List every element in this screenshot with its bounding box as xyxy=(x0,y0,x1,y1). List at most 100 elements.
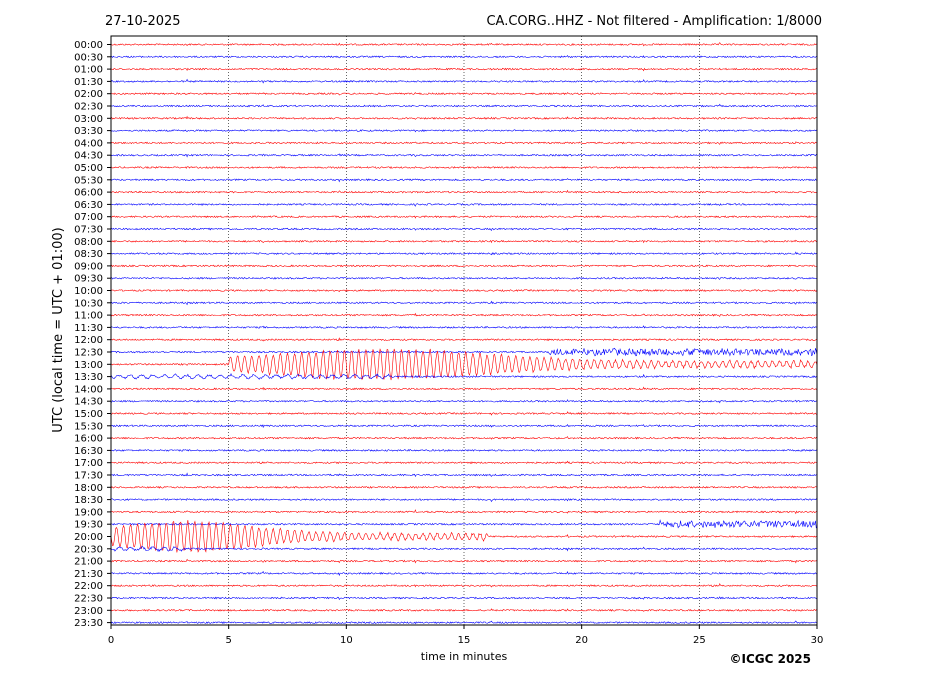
x-tick-label: 10 xyxy=(340,635,353,646)
trace-0430 xyxy=(110,153,818,158)
trace-0200 xyxy=(110,92,818,96)
trace-1330 xyxy=(110,372,818,380)
trace-0530 xyxy=(110,178,818,183)
row-label-0630: 06:30 xyxy=(74,200,103,211)
trace-1400 xyxy=(110,386,818,391)
row-label-2030: 20:30 xyxy=(74,544,103,555)
trace-0030 xyxy=(110,55,818,59)
trace-0230 xyxy=(110,103,818,108)
row-label-0400: 04:00 xyxy=(74,138,103,149)
row-label-0130: 01:30 xyxy=(74,77,103,88)
trace-0400 xyxy=(110,141,818,145)
row-label-0500: 05:00 xyxy=(74,163,103,174)
trace-1130 xyxy=(110,325,818,330)
trace-0630 xyxy=(110,202,818,207)
row-label-1200: 12:00 xyxy=(74,335,103,346)
copyright-label: ©ICGC 2025 xyxy=(729,652,811,666)
trace-2100 xyxy=(110,558,818,564)
plot-frame xyxy=(110,35,818,626)
x-axis-ticks: 0 5 10 15 20 25 30 xyxy=(108,625,824,646)
row-label-1730: 17:30 xyxy=(74,471,103,482)
row-label-1830: 18:30 xyxy=(74,495,103,506)
x-tick-label: 15 xyxy=(458,635,471,646)
row-label-1500: 15:00 xyxy=(74,409,103,420)
row-label-1230: 12:30 xyxy=(74,348,103,359)
trace-2300 xyxy=(110,608,818,612)
row-label-1600: 16:00 xyxy=(74,434,103,445)
row-label-2100: 21:00 xyxy=(74,557,103,568)
row-label-1330: 13:30 xyxy=(74,372,103,383)
trace-0900 xyxy=(110,264,818,268)
trace-1500 xyxy=(110,411,818,416)
row-label-2200: 22:00 xyxy=(74,581,103,592)
trace-1700 xyxy=(110,460,818,465)
row-label-0330: 03:30 xyxy=(74,126,103,137)
trace-0330 xyxy=(110,129,818,133)
row-label-0530: 05:30 xyxy=(74,175,103,186)
trace-1630 xyxy=(110,448,818,452)
row-label-0230: 02:30 xyxy=(74,102,103,113)
row-label-1000: 10:00 xyxy=(74,286,103,297)
trace-0730 xyxy=(110,227,818,231)
seismic-traces xyxy=(110,42,818,625)
row-label-1300: 13:00 xyxy=(74,360,103,371)
row-label-2330: 23:30 xyxy=(74,618,103,629)
row-label-2130: 21:30 xyxy=(74,569,103,580)
trace-1300 xyxy=(110,348,818,381)
trace-1900 xyxy=(110,509,818,515)
trace-0000 xyxy=(110,42,818,47)
trace-1000 xyxy=(110,289,818,293)
row-label-2000: 20:00 xyxy=(74,532,103,543)
trace-2230 xyxy=(110,596,818,601)
row-label-0100: 01:00 xyxy=(74,65,103,76)
x-tick-label: 20 xyxy=(575,635,588,646)
trace-0800 xyxy=(110,239,818,244)
trace-1030 xyxy=(110,300,818,306)
trace-1530 xyxy=(110,423,818,429)
header-date: 27-10-2025 xyxy=(105,14,181,29)
row-label-0430: 04:30 xyxy=(74,151,103,162)
trace-1230 xyxy=(110,347,818,357)
row-label-1530: 15:30 xyxy=(74,421,103,432)
row-label-0600: 06:00 xyxy=(74,188,103,199)
trace-1730 xyxy=(110,472,818,478)
trace-0930 xyxy=(110,276,818,280)
trace-2330 xyxy=(110,620,818,625)
row-label-1930: 19:30 xyxy=(74,520,103,531)
x-tick-label: 30 xyxy=(811,635,824,646)
row-label-1700: 17:00 xyxy=(74,458,103,469)
header-station-info: CA.CORG..HHZ - Not filtered - Amplificat… xyxy=(486,14,822,29)
trace-2000 xyxy=(110,520,818,553)
y-axis-label: UTC (local time = UTC + 01:00) xyxy=(51,227,66,432)
trace-1200 xyxy=(110,337,818,342)
x-tick-label: 5 xyxy=(225,635,231,646)
trace-2130 xyxy=(110,570,818,577)
row-label-1430: 14:30 xyxy=(74,397,103,408)
row-label-0900: 09:00 xyxy=(74,261,103,272)
x-axis-label: time in minutes xyxy=(421,650,508,663)
row-label-1100: 11:00 xyxy=(74,311,103,322)
trace-0700 xyxy=(110,215,818,219)
trace-0500 xyxy=(110,166,818,170)
row-label-1030: 10:30 xyxy=(74,298,103,309)
row-label-1130: 11:30 xyxy=(74,323,103,334)
row-label-1800: 18:00 xyxy=(74,483,103,494)
trace-0130 xyxy=(110,78,818,84)
vertical-grid-lines xyxy=(228,36,700,625)
row-label-0000: 00:00 xyxy=(74,40,103,51)
trace-1930 xyxy=(110,519,818,529)
row-label-2300: 23:00 xyxy=(74,606,103,617)
trace-0300 xyxy=(110,115,818,120)
trace-1830 xyxy=(110,497,818,503)
trace-2200 xyxy=(110,582,818,588)
row-label-0730: 07:30 xyxy=(74,225,103,236)
row-label-0700: 07:00 xyxy=(74,212,103,223)
row-label-1400: 14:00 xyxy=(74,384,103,395)
trace-1600 xyxy=(110,436,818,440)
x-tick-label: 0 xyxy=(108,635,114,646)
trace-1800 xyxy=(110,485,818,489)
row-label-0800: 08:00 xyxy=(74,237,103,248)
trace-0600 xyxy=(110,189,818,194)
